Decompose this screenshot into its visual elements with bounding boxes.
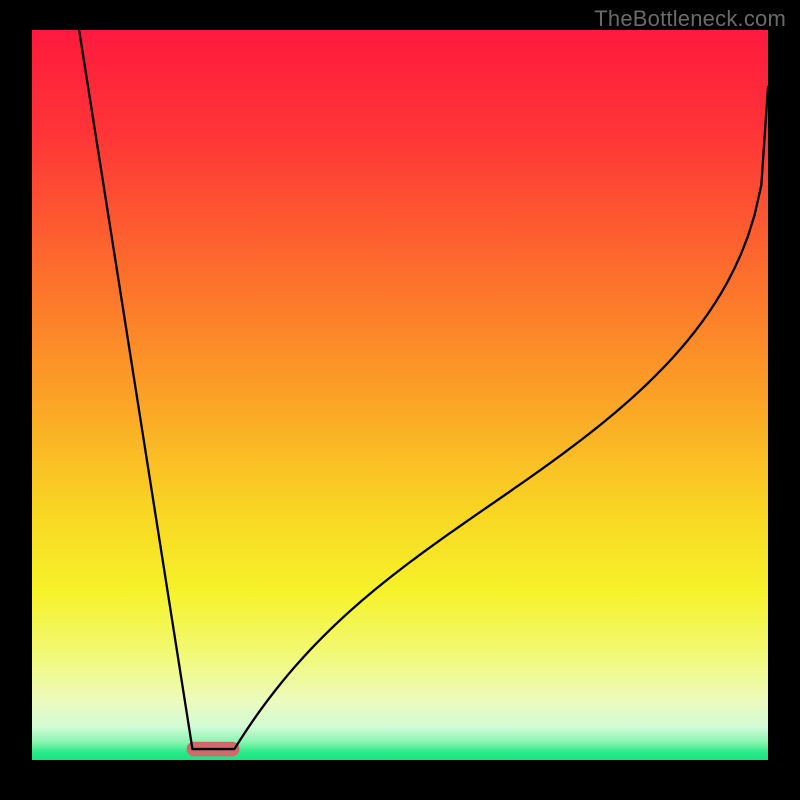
watermark-text: TheBottleneck.com [594,6,786,32]
chart-canvas: TheBottleneck.com [0,0,800,800]
gradient-background [32,30,768,760]
bottleneck-chart [0,0,800,800]
